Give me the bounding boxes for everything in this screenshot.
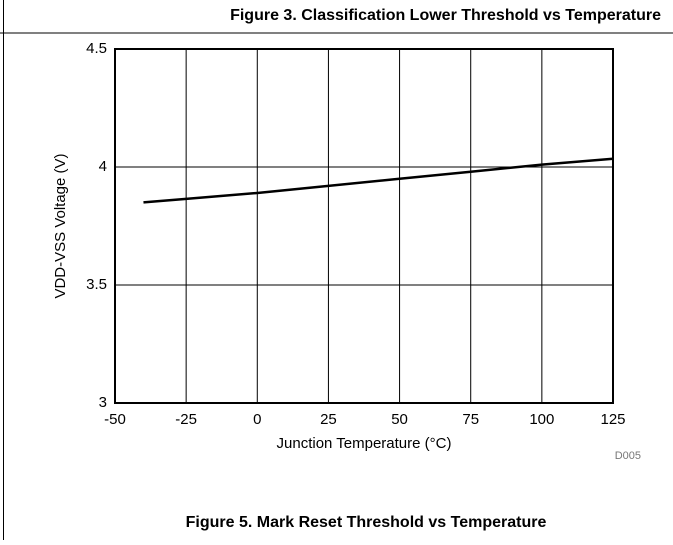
x-tick-label: -50	[104, 411, 126, 428]
next-figure-title: Figure 5. Mark Reset Threshold vs Temper…	[186, 514, 547, 531]
x-tick-label: 100	[529, 411, 554, 428]
figure-code: D005	[615, 450, 641, 462]
x-tick-label: -25	[175, 411, 197, 428]
x-tick-label: 125	[600, 411, 625, 428]
y-tick-label: 4.5	[86, 40, 107, 57]
plot-frame	[114, 48, 614, 404]
x-tick-label: 75	[462, 411, 479, 428]
y-axis-label: VDD-VSS Voltage (V)	[52, 153, 69, 298]
x-tick-label: 0	[253, 411, 261, 428]
x-axis-label: Junction Temperature (°C)	[277, 435, 452, 452]
x-tick-label: 25	[320, 411, 337, 428]
y-tick-label: 4	[99, 158, 107, 175]
data-line	[143, 157, 614, 204]
x-tick-label: 50	[391, 411, 408, 428]
y-tick-label: 3.5	[86, 276, 107, 293]
chart-title: Figure 3. Classification Lower Threshold…	[230, 7, 661, 24]
y-tick-label: 3	[99, 394, 107, 411]
